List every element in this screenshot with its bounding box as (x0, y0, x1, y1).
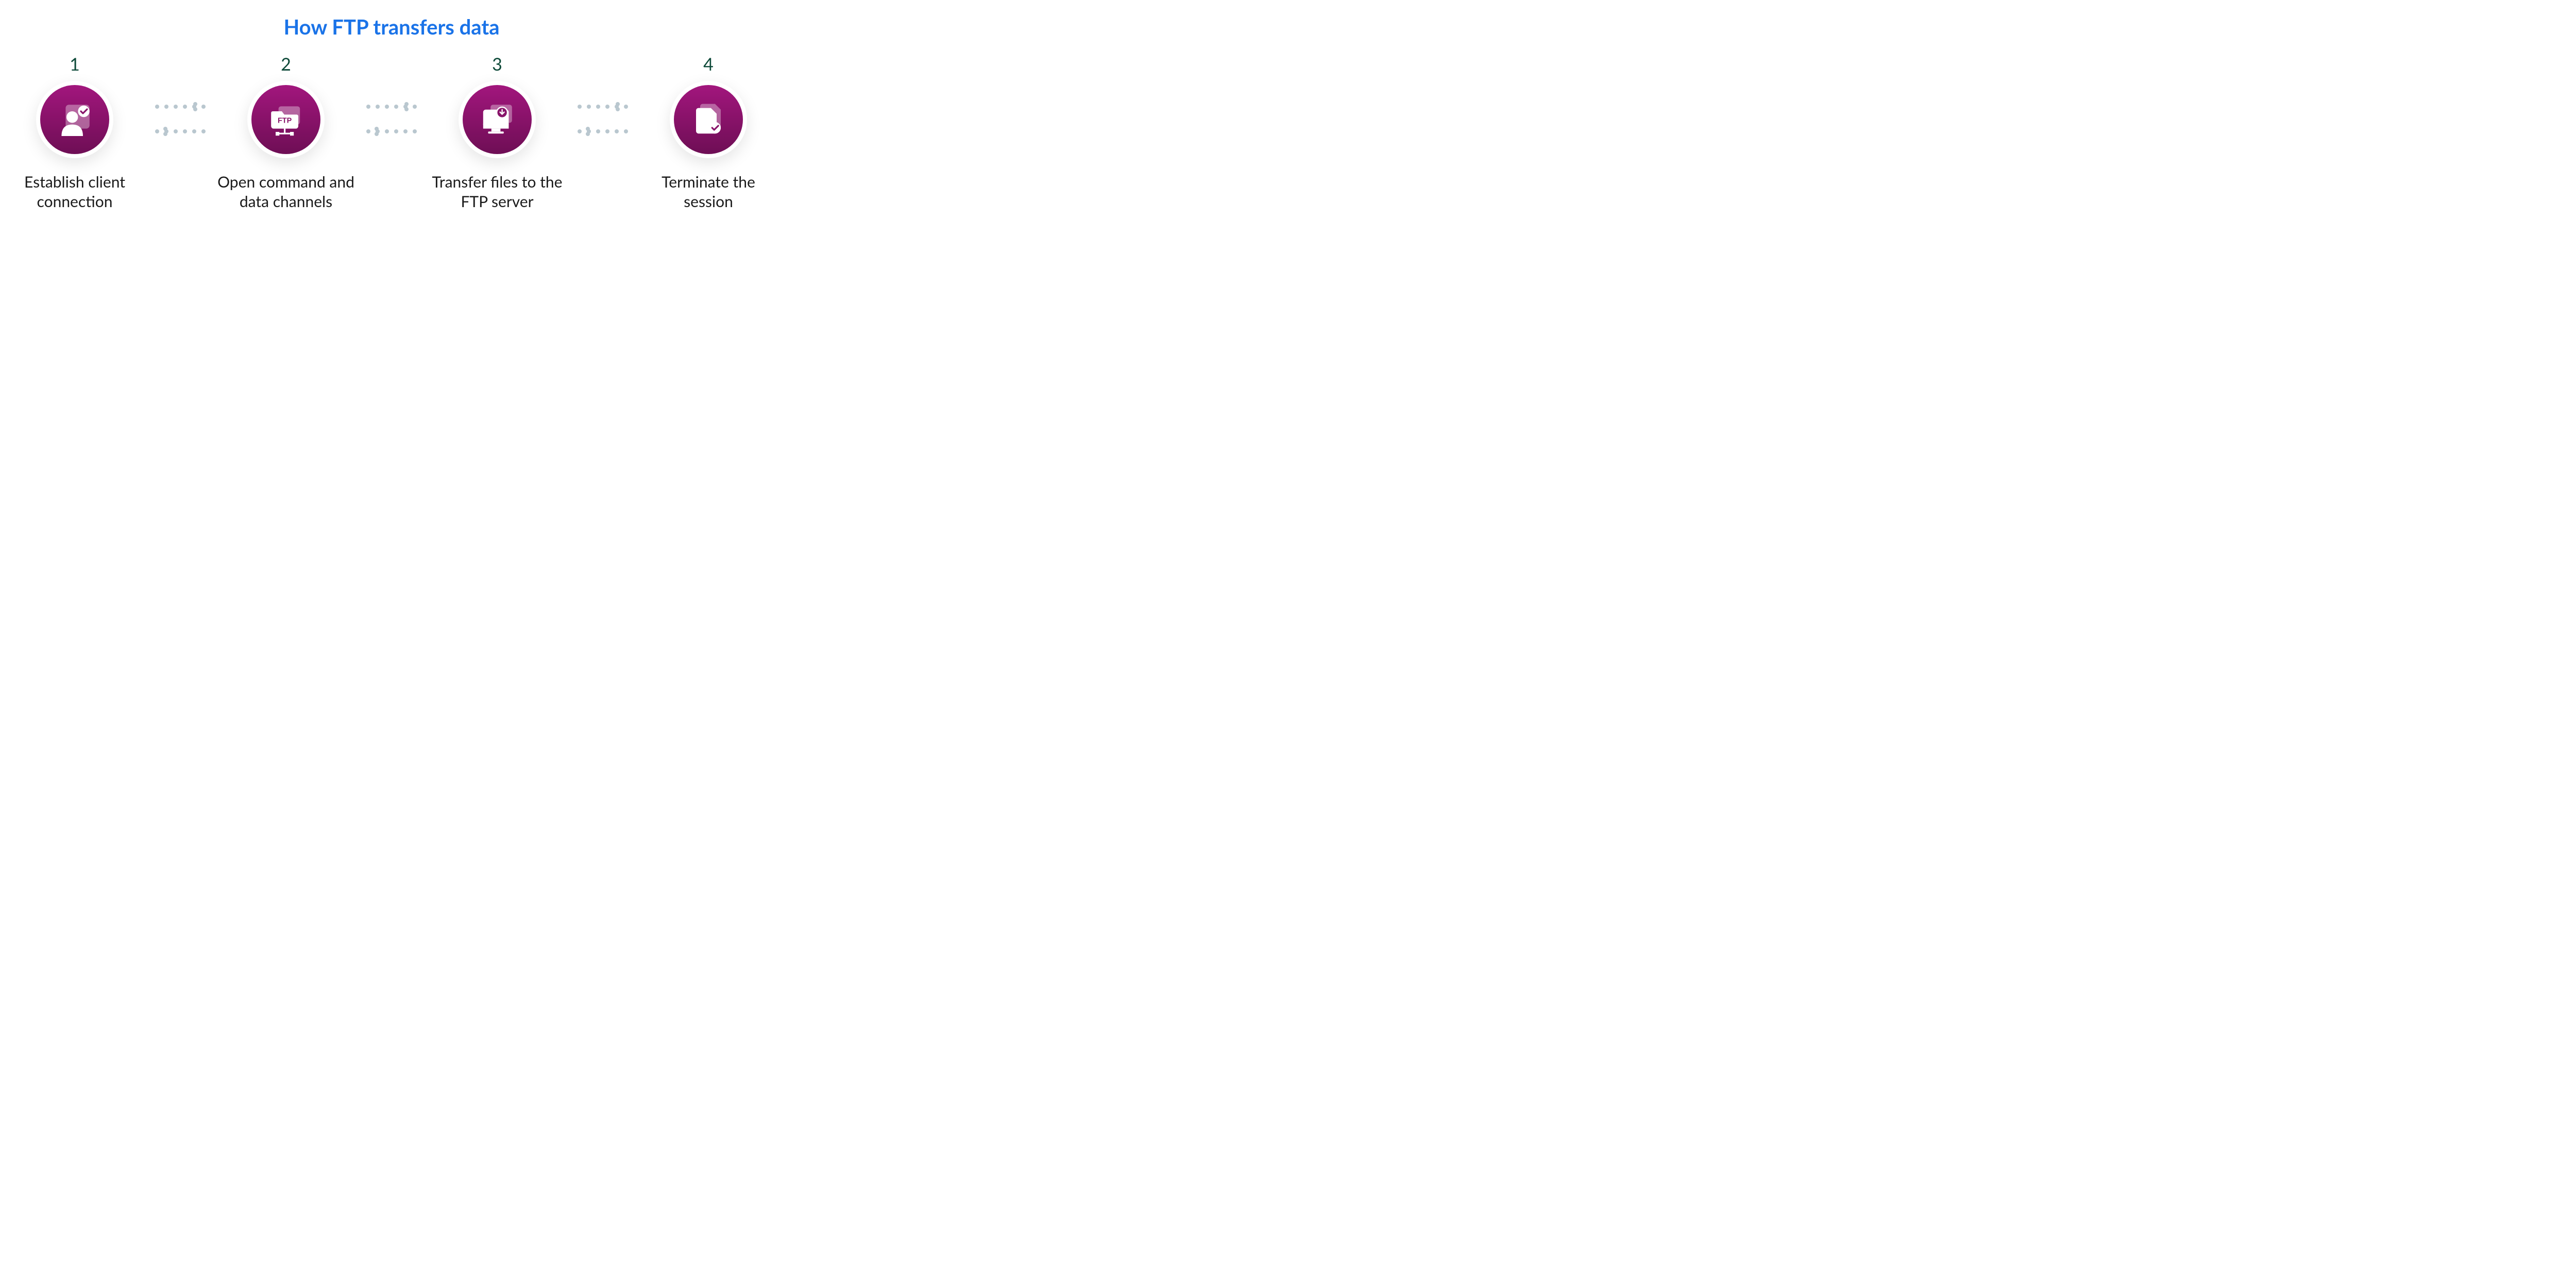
step-1-circle-shadow (36, 81, 113, 158)
arrow-left-icon (366, 124, 417, 139)
step-3-circle (463, 85, 532, 154)
step-4-label: Terminate the session (636, 173, 781, 211)
steps-row: 1 Establish client connection (0, 54, 783, 211)
diagram-title: How FTP transfers data (283, 14, 499, 39)
arrow-right-icon (578, 99, 628, 114)
step-3-circle-shadow (459, 81, 536, 158)
connector-3 (569, 54, 636, 139)
arrow-left-icon (155, 124, 206, 139)
connector-2 (358, 54, 425, 139)
ftp-folder-icon: FTP (265, 99, 307, 140)
step-1: 1 Establish client connection (3, 54, 147, 211)
step-2: 2 FTP Open command and data channels (214, 54, 358, 211)
arrow-right-icon (366, 99, 417, 114)
arrow-left-icon (578, 124, 628, 139)
step-2-label: Open command and data channels (214, 173, 358, 211)
step-4-number: 4 (703, 54, 714, 75)
step-1-circle (40, 85, 109, 154)
step-3-number: 3 (492, 54, 502, 75)
connector-1 (147, 54, 214, 139)
user-check-icon (54, 99, 95, 140)
download-monitor-icon (477, 99, 518, 140)
step-3: 3 Transfer files to the FTP server (425, 54, 569, 211)
step-1-number: 1 (70, 54, 80, 75)
step-2-number: 2 (281, 54, 291, 75)
step-4-circle (674, 85, 743, 154)
step-2-circle: FTP (251, 85, 320, 154)
step-1-label: Establish client connection (3, 173, 147, 211)
file-check-icon (688, 99, 729, 140)
step-4: 4 Terminate the session (636, 54, 781, 211)
step-3-label: Transfer files to the FTP server (425, 173, 569, 211)
arrow-right-icon (155, 99, 206, 114)
step-2-circle-shadow: FTP (247, 81, 325, 158)
svg-text:FTP: FTP (278, 116, 292, 125)
step-4-circle-shadow (670, 81, 747, 158)
